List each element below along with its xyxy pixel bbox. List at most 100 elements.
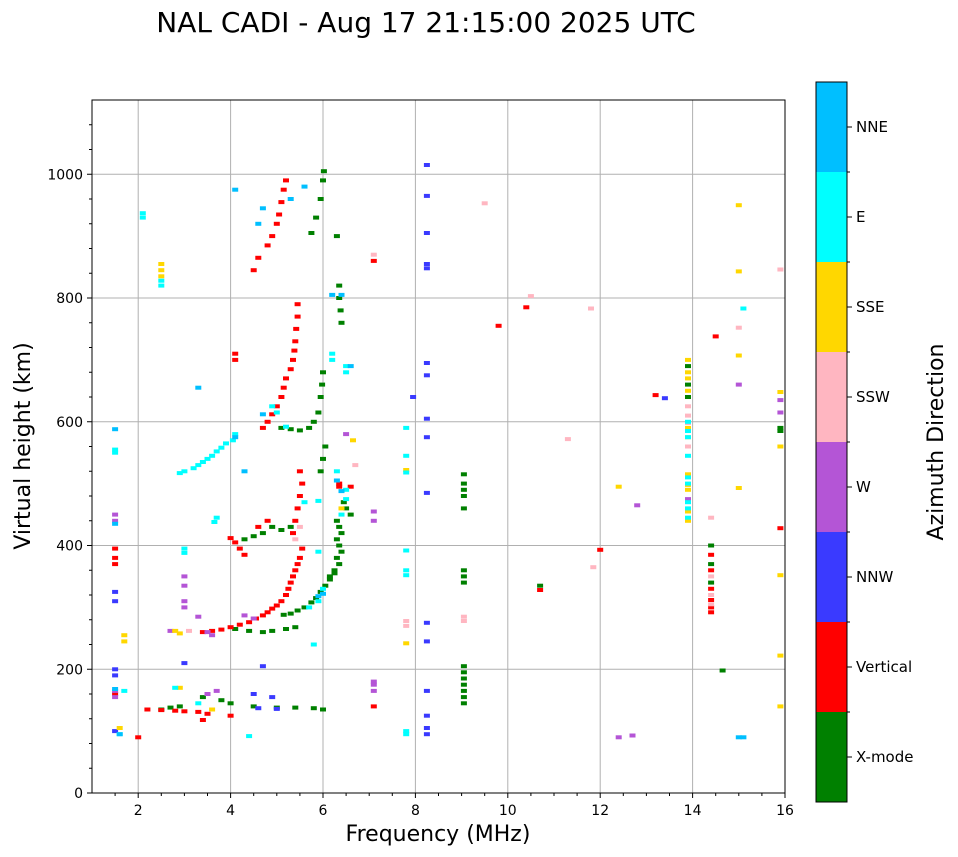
- data-point: [333, 234, 340, 239]
- data-point: [315, 498, 322, 503]
- data-point: [708, 610, 715, 615]
- chart-title: NAL CADI - Aug 17 21:15:00 2025 UTC: [156, 6, 695, 39]
- data-point: [331, 568, 338, 573]
- data-point: [460, 682, 467, 687]
- data-point: [708, 602, 715, 607]
- data-point: [423, 490, 430, 495]
- data-point: [227, 713, 234, 718]
- data-point: [370, 704, 377, 709]
- data-point: [329, 292, 336, 297]
- data-point: [269, 606, 276, 611]
- data-point: [112, 673, 119, 678]
- data-point: [403, 623, 410, 628]
- y-tick-label: 800: [56, 291, 83, 307]
- data-point: [167, 705, 174, 710]
- data-point: [735, 353, 742, 358]
- data-point: [310, 419, 317, 424]
- data-point: [181, 574, 188, 579]
- data-point: [403, 732, 410, 737]
- data-point: [167, 628, 174, 633]
- data-point: [320, 169, 327, 174]
- data-point: [310, 642, 317, 647]
- data-point: [250, 704, 257, 709]
- data-point: [320, 586, 326, 591]
- data-point: [213, 688, 220, 693]
- data-point: [139, 215, 146, 220]
- colorbar-tick-label: W: [856, 478, 871, 496]
- data-point: [121, 639, 128, 644]
- data-point: [423, 163, 430, 167]
- data-point: [218, 627, 225, 632]
- data-point: [296, 469, 303, 474]
- data-point: [112, 695, 119, 700]
- data-point: [336, 481, 343, 486]
- data-point: [495, 323, 502, 328]
- x-tick-label: 8: [411, 803, 420, 819]
- data-point: [343, 364, 350, 369]
- data-point: [685, 509, 691, 514]
- data-point: [112, 450, 119, 455]
- x-tick-label: 16: [776, 803, 794, 819]
- data-point: [685, 475, 691, 480]
- data-point: [685, 506, 691, 511]
- data-point: [139, 211, 146, 216]
- data-point: [301, 500, 308, 505]
- series-vertical: [112, 178, 784, 740]
- data-point: [293, 326, 300, 331]
- data-point: [708, 593, 715, 597]
- data-point: [423, 361, 430, 365]
- data-point: [735, 325, 742, 330]
- colorbar-segment: [816, 172, 847, 262]
- data-point: [719, 668, 726, 673]
- data-point: [403, 453, 410, 458]
- data-point: [232, 351, 239, 356]
- data-point: [181, 550, 188, 555]
- data-point: [112, 555, 119, 560]
- data-point: [299, 481, 306, 486]
- x-tick-label: 6: [319, 803, 328, 819]
- data-point: [204, 456, 211, 461]
- data-point: [320, 370, 326, 375]
- data-point: [370, 252, 377, 257]
- data-point: [232, 432, 239, 437]
- data-point: [290, 574, 296, 579]
- data-point: [338, 320, 345, 325]
- data-point: [343, 506, 350, 511]
- y-tick-label: 400: [56, 539, 83, 555]
- colorbar-tick-label: Vertical: [856, 658, 912, 676]
- data-point: [777, 425, 784, 430]
- x-tick-label: 4: [226, 803, 235, 819]
- data-point: [112, 427, 119, 432]
- x-tick-label: 14: [684, 803, 702, 819]
- colorbar-segment: [816, 352, 847, 442]
- data-point: [403, 619, 410, 623]
- x-axis-ticks: 2 4 6 8 10 12 14 16: [114, 793, 794, 819]
- data-point: [250, 534, 257, 539]
- data-point: [294, 562, 301, 567]
- colorbar-tick-label: NNE: [856, 118, 888, 136]
- data-point: [199, 460, 206, 464]
- data-point: [481, 201, 488, 206]
- data-point: [112, 512, 119, 517]
- data-point: [329, 357, 336, 362]
- data-point: [315, 594, 322, 599]
- data-point: [423, 620, 430, 625]
- data-point: [326, 577, 333, 582]
- data-point: [241, 537, 248, 542]
- data-point: [347, 364, 354, 369]
- y-tick-label: 0: [74, 786, 83, 802]
- data-point: [241, 613, 248, 618]
- data-point: [333, 478, 340, 483]
- data-point: [278, 425, 285, 430]
- colorbar-segment: [816, 532, 847, 622]
- data-point: [403, 468, 410, 472]
- data-point: [112, 692, 119, 696]
- data-point: [333, 518, 340, 523]
- data-point: [301, 605, 308, 610]
- data-point: [320, 591, 326, 596]
- data-point: [777, 653, 784, 658]
- colorbar-tick-label: E: [856, 208, 865, 226]
- data-point: [278, 200, 285, 205]
- data-point: [250, 268, 257, 273]
